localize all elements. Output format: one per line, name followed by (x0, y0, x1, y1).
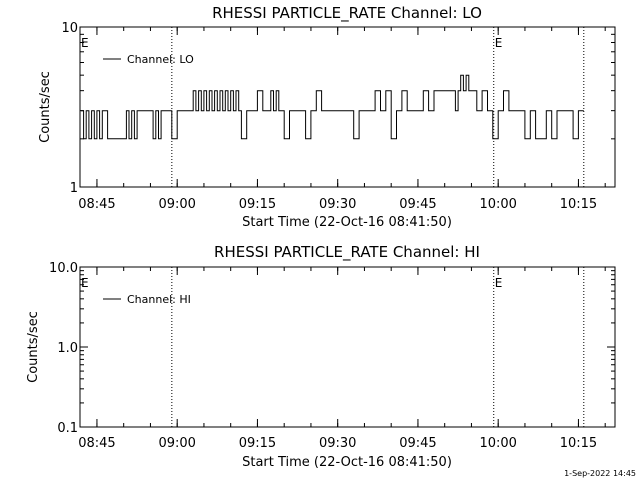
panel-hi-xtick-label: 09:30 (319, 436, 356, 451)
panel-hi-ytick-label: 10.0 (49, 261, 78, 276)
panel-lo-title: RHESSI PARTICLE_RATE Channel: LO (212, 4, 482, 23)
panel-lo-xtick-label: 09:15 (239, 197, 276, 212)
panel-hi: RHESSI PARTICLE_RATE Channel: HI Counts/… (26, 243, 616, 470)
panel-hi-xtick-label: 10:00 (479, 436, 516, 451)
panel-hi-ytick-label: 0.1 (57, 421, 78, 436)
panel-hi-xtick-label: 09:15 (239, 436, 276, 451)
panel-lo-series-line (80, 74, 584, 140)
panel-hi-xtick-label: 09:45 (399, 436, 436, 451)
panel-hi-xtick-label: 10:15 (560, 436, 597, 451)
panel-hi-xtick-label: 09:00 (158, 436, 195, 451)
panel-hi-legend-label: Channel: HI (127, 293, 191, 306)
panel-lo-xtick-label: 10:15 (560, 197, 597, 212)
panel-hi-event-label: E (81, 276, 89, 290)
panel-lo-xtick-label: 09:30 (319, 197, 356, 212)
panel-lo-event-label: E (81, 36, 89, 50)
panel-hi-ytick-label: 1.0 (57, 341, 78, 356)
panel-hi-xtick-label: 08:45 (78, 436, 115, 451)
panel-hi-ylabel: Counts/sec (26, 311, 41, 383)
panel-lo: RHESSI PARTICLE_RATE Channel: LO Counts/… (38, 4, 616, 230)
panel-lo-ytick-label: 10 (61, 21, 78, 36)
panel-hi-xlabel: Start Time (22-Oct-16 08:41:50) (242, 455, 452, 470)
panel-lo-legend-label: Channel: LO (127, 53, 194, 66)
footer-timestamp: 1-Sep-2022 14:45 (564, 469, 636, 478)
panel-lo-frame (79, 26, 616, 188)
panel-lo-xlabel: Start Time (22-Oct-16 08:41:50) (242, 215, 452, 230)
panel-hi-title: RHESSI PARTICLE_RATE Channel: HI (214, 243, 480, 262)
panel-lo-xtick-label: 09:00 (158, 197, 195, 212)
panel-lo-event-label: E (495, 36, 503, 50)
panel-lo-xtick-label: 08:45 (78, 197, 115, 212)
panel-lo-ytick-label: 1 (70, 181, 78, 196)
panel-lo-xtick-label: 10:00 (479, 197, 516, 212)
panel-hi-event-label: E (495, 276, 503, 290)
panel-lo-ylabel: Counts/sec (38, 71, 53, 143)
panel-lo-xtick-label: 09:45 (399, 197, 436, 212)
